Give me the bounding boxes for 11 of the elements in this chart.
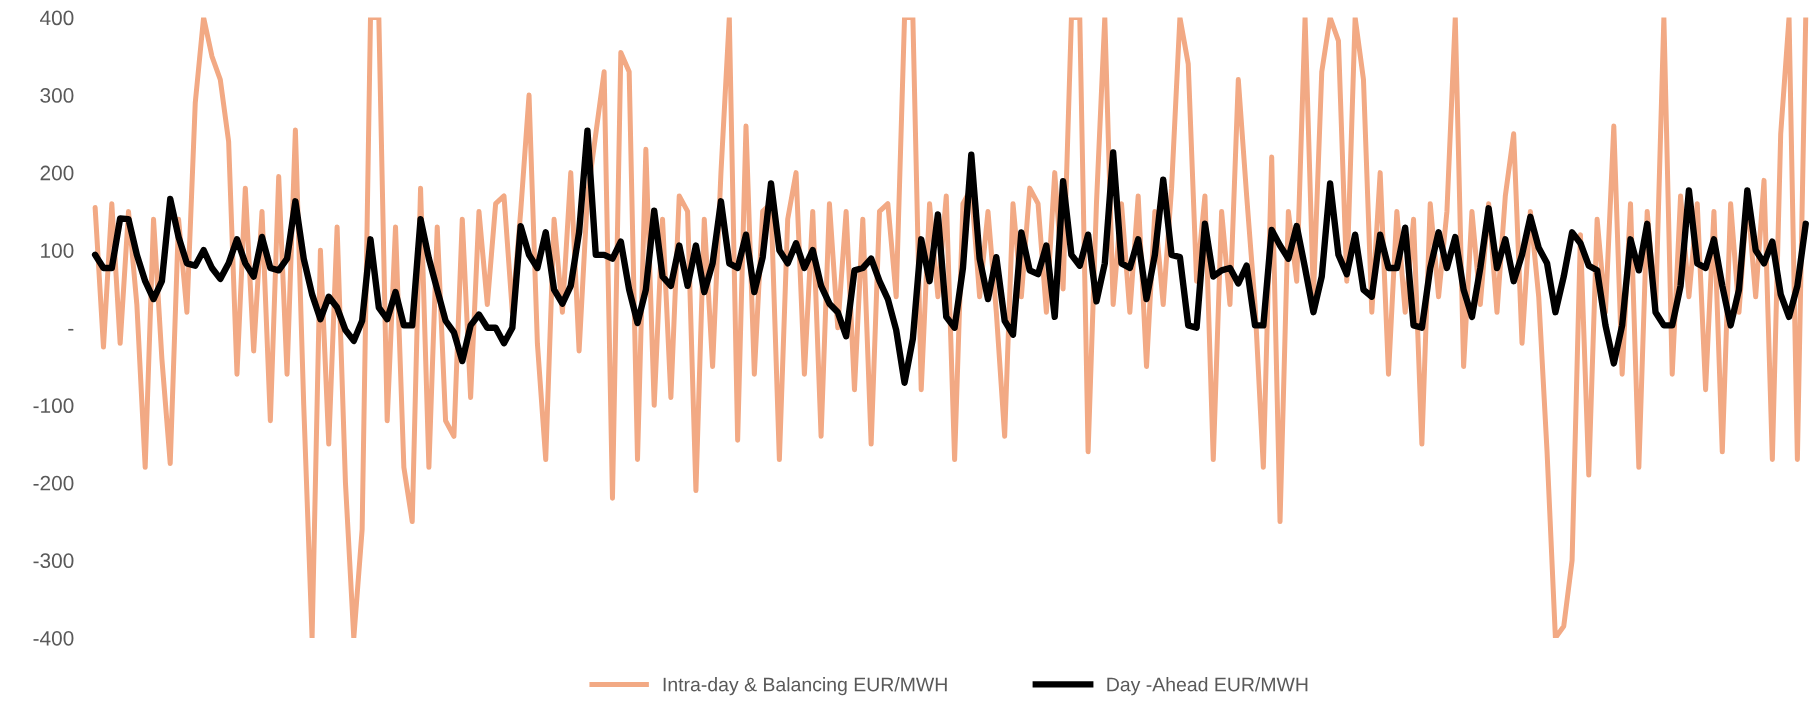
y-tick-label: 400 xyxy=(40,10,74,26)
y-tick-label: 200 xyxy=(40,165,74,181)
y-tick-label: 100 xyxy=(41,243,74,258)
y-tick-label: -400 xyxy=(33,630,74,646)
y-tick-label: -200 xyxy=(33,475,74,491)
legend-label: Day -Ahead EUR/MWH xyxy=(1107,677,1308,696)
legend-label: Intra-day & Balancing EUR/MWH xyxy=(663,677,947,696)
y-tick-label: - xyxy=(68,328,74,331)
y-tick-label: -100 xyxy=(33,398,74,414)
y-tick-label: 300 xyxy=(40,88,74,103)
y-tick-label: -300 xyxy=(33,553,74,569)
